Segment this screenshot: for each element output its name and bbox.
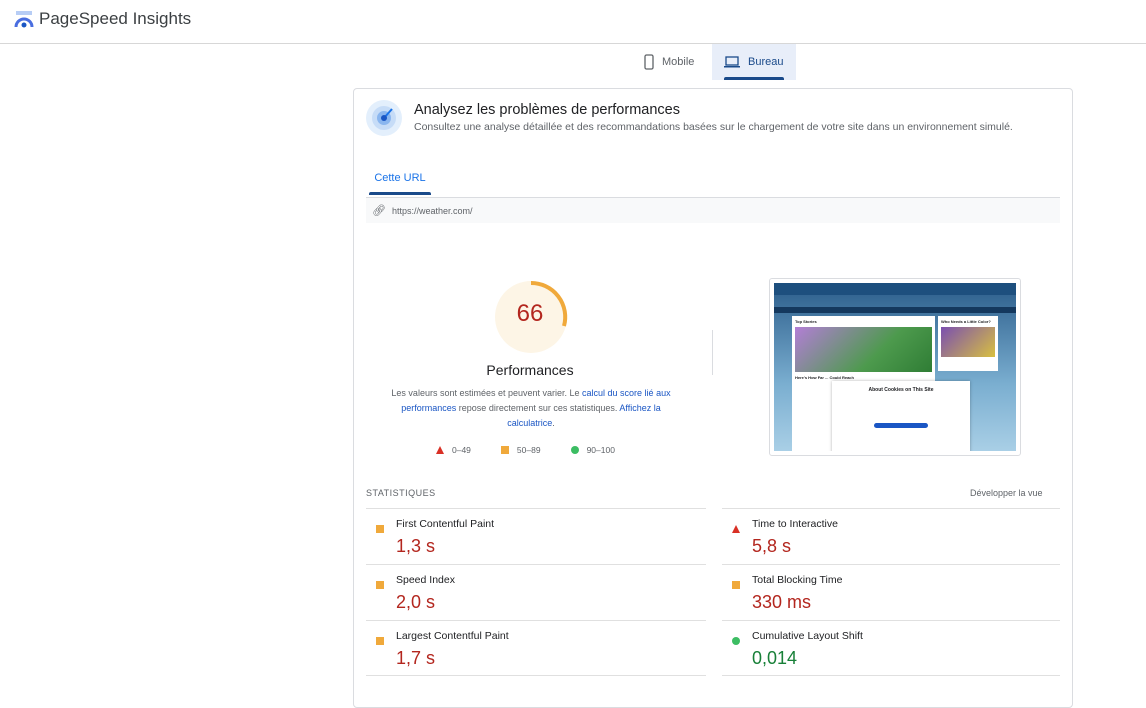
stats-heading: STATISTIQUES	[366, 488, 436, 498]
pagespeed-logo-icon[interactable]	[14, 9, 34, 29]
calculator-link[interactable]: Affichez la calculatrice	[507, 403, 661, 428]
metric-value: 330 ms	[752, 592, 812, 612]
link-icon: 🔗︎	[372, 205, 386, 217]
metric-label: Cumulative Layout Shift	[752, 630, 863, 642]
score-legend: 0–49 50–89 90–100	[436, 445, 615, 455]
screenshot-story: Here's How Far ... Could Reach	[795, 375, 854, 380]
metric-value: 2,0 s	[396, 592, 436, 612]
legend-range: 90–100	[586, 445, 615, 455]
square-icon	[500, 446, 509, 454]
app-title[interactable]: PageSpeed Insights	[39, 9, 192, 28]
score-description: Les valeurs sont estimées et peuvent var…	[386, 386, 676, 431]
performance-score: 66	[516, 300, 544, 327]
tab-bureau-label: Bureau	[748, 56, 784, 68]
tab-this-url[interactable]: Cette URL	[369, 172, 431, 195]
triangle-icon	[732, 525, 740, 533]
metric-label: Speed Index	[396, 574, 455, 586]
metric-row: Time to Interactive 5,8 s	[722, 508, 1060, 564]
metric-value: 0,014	[752, 648, 798, 668]
metric-label: First Contentful Paint	[396, 518, 495, 530]
metric-row: Cumulative Layout Shift 0,014	[722, 620, 1060, 676]
url-bar: 🔗︎ https://weather.com/	[366, 198, 1060, 223]
lab-data-icon	[366, 100, 402, 136]
metric-row: First Contentful Paint 1,3 s	[366, 508, 706, 564]
legend-range: 50–89	[516, 445, 541, 455]
metric-label: Total Blocking Time	[752, 574, 843, 586]
metrics-left: First Contentful Paint 1,3 s Speed Index 2,…	[366, 508, 706, 676]
circle-icon	[570, 446, 579, 454]
legend-fail: 0–49	[436, 445, 471, 455]
section-title: Analysez les problèmes de performances	[414, 102, 680, 118]
circle-icon	[732, 637, 740, 645]
score-calculation-link[interactable]: calcul du score lié aux performances	[401, 388, 671, 413]
metric-row: Speed Index 2,0 s	[366, 564, 706, 620]
legend-range: 0–49	[452, 445, 471, 455]
metric-row: Largest Contentful Paint 1,7 s	[366, 620, 706, 676]
phone-icon	[644, 54, 654, 70]
page-screenshot: Top Stories Here's How Far ... Could Reac…	[769, 278, 1021, 456]
metric-row: Total Blocking Time 330 ms	[722, 564, 1060, 620]
metric-value: 5,8 s	[752, 536, 792, 556]
metric-label: Time to Interactive	[752, 518, 838, 530]
tab-mobile[interactable]: Mobile	[632, 44, 712, 80]
score-label: Performances	[486, 362, 574, 378]
divider	[366, 197, 1060, 198]
square-icon	[376, 525, 384, 533]
legend-pass: 90–100	[570, 445, 615, 455]
analyzed-url[interactable]: https://weather.com/	[391, 205, 473, 216]
tab-bureau[interactable]: Bureau	[712, 44, 796, 80]
square-icon	[376, 581, 384, 589]
laptop-icon	[724, 56, 740, 68]
score-gauge	[495, 280, 568, 353]
square-icon	[732, 581, 740, 589]
legend-average: 50–89	[500, 445, 541, 455]
top-bar	[0, 0, 1146, 44]
divider	[712, 330, 713, 375]
tab-mobile-label: Mobile	[662, 56, 695, 68]
triangle-icon	[436, 446, 444, 454]
desc-text: .	[552, 418, 555, 428]
metrics-right: Time to Interactive 5,8 s Total Blocking T…	[722, 508, 1060, 676]
metric-value: 1,7 s	[396, 648, 436, 668]
screenshot-dialog-title: About Cookies on This Site	[868, 387, 934, 393]
section-subtitle: Consultez une analyse détaillée et des r…	[414, 121, 1013, 133]
expand-view-button[interactable]: Développer la vue	[970, 488, 1043, 498]
screenshot-heading: Top Stories	[795, 319, 817, 324]
desc-text: Les valeurs sont estimées et peuvent var…	[391, 388, 583, 398]
metric-value: 1,3 s	[396, 536, 436, 556]
square-icon	[376, 637, 384, 645]
desc-text: repose directement sur ces statistiques.	[456, 403, 620, 413]
screenshot-heading-right: Who Needs a Little Color?	[941, 319, 991, 324]
metric-label: Largest Contentful Paint	[396, 630, 509, 642]
